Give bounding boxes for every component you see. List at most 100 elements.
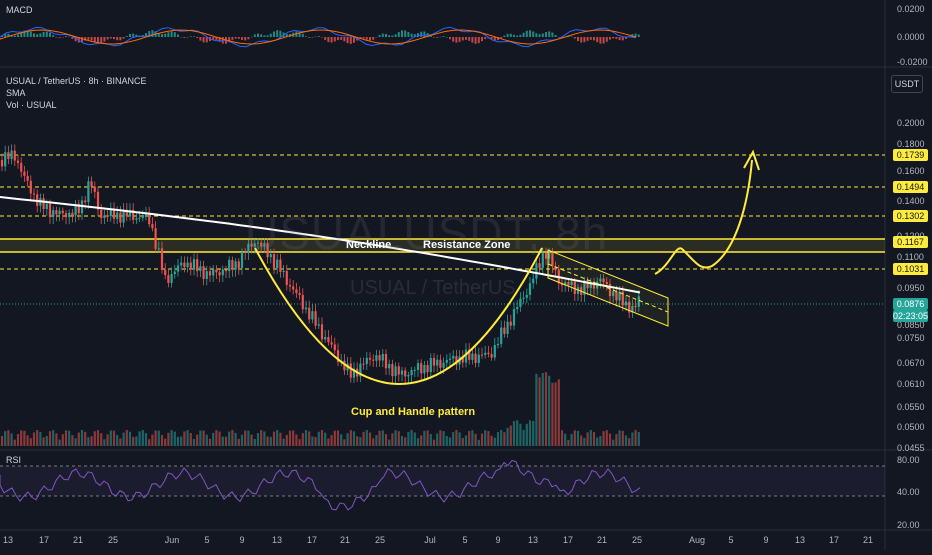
candle-body — [135, 218, 138, 220]
candle-body — [570, 281, 573, 285]
macd-histogram-bar — [465, 37, 467, 40]
candle-body — [461, 356, 464, 363]
volume-bar — [26, 435, 29, 446]
candle-body — [208, 271, 212, 276]
level-tag[interactable]: 0.1739 — [893, 149, 928, 161]
volume-bar — [13, 439, 16, 446]
price-axis-tick: 0.0455 — [897, 443, 925, 453]
macd-histogram-bar — [346, 37, 349, 44]
level-tag[interactable]: 0.1494 — [893, 181, 928, 193]
macd-histogram-bar — [513, 34, 515, 37]
volume-bar — [420, 435, 423, 446]
macd-histogram-bar — [33, 33, 35, 37]
macd-histogram-bar — [359, 37, 362, 39]
candle-body — [87, 181, 90, 203]
candle-body — [362, 363, 365, 365]
candlesticks[interactable] — [0, 144, 640, 384]
macd-histogram-bar — [577, 37, 579, 42]
volume-bar — [272, 431, 276, 446]
symbol-legend[interactable]: USUAL / TetherUS · 8h · BINANCE — [6, 76, 147, 86]
macd-histogram-bar — [452, 37, 455, 42]
current-price-tag[interactable]: 0.0876 — [893, 298, 928, 310]
candle-body — [544, 253, 548, 259]
volume-bar — [333, 430, 336, 446]
macd-histogram-bar — [196, 37, 199, 39]
horizontal-levels — [0, 154, 885, 305]
volume-bar — [96, 430, 100, 446]
volume-bar — [605, 430, 608, 446]
candle-body — [583, 280, 586, 295]
volume-bar — [474, 433, 477, 446]
volume-bar — [570, 433, 573, 446]
candle-body — [384, 353, 388, 369]
volume-bar — [90, 436, 93, 446]
volume-bar — [439, 430, 442, 446]
volume-bar — [314, 437, 317, 446]
time-axis-tick: 25 — [631, 535, 643, 545]
cup-and-handle-drawing[interactable] — [254, 149, 760, 385]
macd-histogram-bar — [589, 37, 592, 40]
candle-body — [343, 360, 346, 371]
candle-body — [576, 287, 580, 294]
macd-histogram-bar — [109, 37, 112, 39]
level-tag[interactable]: 0.1167 — [893, 236, 928, 248]
macd-histogram-bar — [561, 37, 563, 38]
candle-body — [132, 209, 135, 220]
candle-body — [615, 291, 618, 301]
macd-histogram-bar — [273, 31, 275, 37]
volume-bar — [586, 432, 589, 446]
candle-body — [176, 265, 180, 272]
volume-bar — [602, 431, 605, 446]
volume-bar — [218, 431, 221, 446]
candle-body — [400, 370, 404, 375]
volume-bar — [615, 434, 618, 446]
level-tag[interactable]: 0.1302 — [893, 210, 928, 222]
macd-histogram-bar — [327, 37, 330, 43]
volume-bar — [135, 436, 138, 446]
volume-bar — [413, 432, 416, 446]
candle-body — [496, 343, 500, 346]
candle-body — [618, 291, 621, 301]
price-axis-tick: 0.0750 — [897, 333, 925, 343]
macd-histogram-bar — [228, 37, 231, 43]
sma-legend[interactable]: SMA — [6, 88, 26, 98]
macd-pane-title[interactable]: MACD — [6, 5, 33, 15]
time-axis-tick: 5 — [462, 535, 468, 545]
candle-body — [96, 191, 100, 210]
candle-body — [199, 266, 202, 272]
candle-body — [71, 212, 74, 216]
candle-body — [535, 263, 538, 279]
candle-body — [509, 321, 512, 326]
candle-body — [157, 248, 160, 250]
candle-body — [189, 262, 192, 270]
price-axis-tick: 0.0500 — [897, 422, 925, 432]
volume-bar — [157, 430, 160, 446]
volume-bar — [404, 437, 407, 446]
currency-badge[interactable]: USDT — [891, 75, 923, 93]
macd-histogram-bar — [545, 32, 547, 37]
candle-body — [180, 262, 183, 266]
macd-histogram-bar — [570, 36, 573, 38]
rsi-pane-title[interactable]: RSI — [6, 455, 22, 465]
time-axis-tick: 5 — [204, 535, 210, 545]
sma-200-line — [0, 196, 641, 294]
volume-legend[interactable]: Vol · USUAL — [6, 100, 57, 110]
macd-histogram-bar — [237, 37, 240, 39]
macd-histogram-bar — [333, 37, 336, 42]
macd-histogram-bar — [417, 33, 419, 37]
macd-histogram-bar — [445, 36, 448, 38]
macd-histogram-bar — [500, 37, 503, 39]
macd-histogram-bar — [615, 37, 618, 39]
macd-histogram-bar — [119, 37, 122, 41]
volume-bar — [160, 434, 164, 446]
time-axis-tick: 21 — [862, 535, 874, 545]
macd-histogram-bar — [353, 37, 355, 43]
level-tag[interactable]: 0.1031 — [893, 263, 928, 275]
candle-body — [490, 354, 493, 358]
macd-histogram-bar — [401, 30, 403, 37]
candle-body — [528, 283, 532, 295]
macd-histogram-bar — [97, 37, 99, 44]
candle-body — [266, 243, 269, 258]
